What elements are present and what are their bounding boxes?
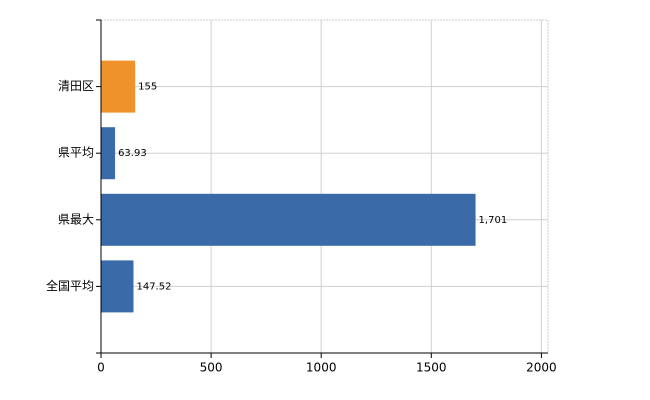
y-tick-label: 県平均 <box>58 146 94 160</box>
value-label: 1,701 <box>479 215 508 226</box>
bar <box>101 127 116 180</box>
value-label: 155 <box>138 82 157 93</box>
value-label: 63.93 <box>118 148 147 159</box>
x-tick-label: 2000 <box>526 361 557 375</box>
y-tick-label: 全国平均 <box>46 278 94 293</box>
value-label: 147.52 <box>136 281 171 292</box>
x-tick-label: 0 <box>97 361 105 375</box>
x-tick-label: 1000 <box>306 361 337 375</box>
bar <box>101 193 476 246</box>
bar <box>101 60 136 113</box>
x-tick-label: 500 <box>200 361 223 375</box>
y-tick-label: 清田区 <box>58 79 94 93</box>
bar <box>101 260 134 313</box>
y-tick-label: 県最大 <box>58 212 94 226</box>
x-tick-label: 1500 <box>416 361 447 375</box>
